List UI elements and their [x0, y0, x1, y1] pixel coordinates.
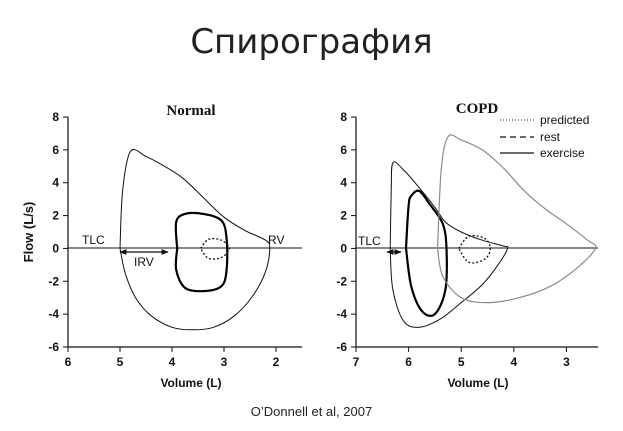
copd-title: COPD	[456, 101, 499, 117]
normal-x-label: Volume (L)	[160, 376, 221, 390]
irv-label: IRV	[134, 255, 154, 269]
copd-y-tick-label: -4	[336, 307, 347, 321]
copd-y-tick-label: -6	[336, 340, 347, 354]
normal-series-maximal-flow-volume-loop	[119, 149, 271, 331]
normal-tlc-label: TLC	[82, 233, 105, 247]
normal-y-tick-label: 2	[52, 209, 59, 223]
normal-x-tick-label: 5	[117, 355, 124, 369]
copd-y-tick-label: 2	[340, 209, 347, 223]
copd-panel: COPD -6 -4 -2 0 2 4 6 8 7 6 5 4 3 Volume (L) TLC pr…	[336, 101, 598, 390]
copd-series-exercise-tidal-loop	[404, 189, 448, 317]
citation: O’Donnell et al, 2007	[250, 404, 373, 419]
slide-title: Спирография	[190, 22, 433, 62]
copd-x-label: Volume (L)	[447, 376, 508, 390]
copd-x-tick-label: 7	[353, 355, 360, 369]
normal-y-tick-label: 8	[52, 110, 59, 124]
normal-x-tick-label: 6	[65, 355, 72, 369]
copd-legend: predicted rest exercise	[500, 113, 589, 160]
normal-y-tick-label: 0	[52, 241, 59, 255]
copd-y-tick-label: 8	[340, 110, 347, 124]
copd-tlc-label: TLC	[358, 234, 381, 248]
copd-y-tick-label: 0	[340, 241, 347, 255]
copd-x-tick-label: 3	[563, 355, 570, 369]
copd-y-tick-label: -2	[336, 274, 347, 288]
normal-y-tick-label: 6	[52, 143, 59, 157]
copd-y-tick-label: 6	[340, 143, 347, 157]
copd-x-tick-label: 6	[405, 355, 412, 369]
normal-y-tick-label: -4	[48, 307, 59, 321]
normal-title: Normal	[166, 103, 215, 119]
legend-rest-label: rest	[540, 130, 561, 144]
legend-predicted-label: predicted	[540, 113, 589, 127]
normal-y-tick-label: -2	[48, 274, 59, 288]
normal-series-exercise-tidal-loop	[174, 211, 229, 293]
normal-x-tick-label: 4	[169, 355, 176, 369]
copd-series-copd-maximal-flow-volume-loop	[389, 161, 509, 328]
normal-rv-label: RV	[268, 233, 284, 247]
legend-exercise-label: exercise	[540, 146, 585, 160]
normal-y-tick-label: -6	[48, 340, 59, 354]
normal-x-tick-label: 2	[273, 355, 280, 369]
copd-series-rest-tidal-loop	[458, 234, 491, 264]
copd-y-tick-label: 4	[340, 176, 347, 190]
copd-x-tick-label: 4	[510, 355, 517, 369]
normal-series-rest-tidal-loop	[200, 237, 230, 260]
copd-x-tick-label: 5	[458, 355, 465, 369]
copd-series-predicted-loop	[436, 134, 597, 304]
normal-y-label: Flow (L/s)	[21, 202, 36, 263]
normal-panel: Normal -6 -4 -2 0 2 4 6 8 6 5 4 3 2 Volume (L) Flow…	[21, 103, 302, 390]
normal-x-tick-label: 3	[221, 355, 228, 369]
normal-y-tick-label: 4	[52, 176, 59, 190]
